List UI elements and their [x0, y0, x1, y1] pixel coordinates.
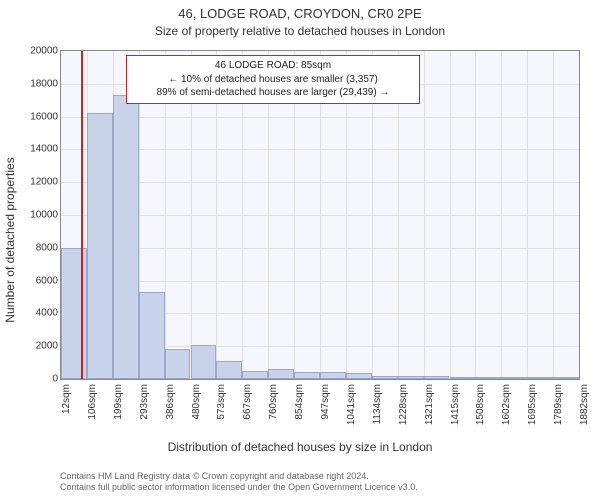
chart-title-line1: 46, LODGE ROAD, CROYDON, CR0 2PE: [0, 6, 600, 21]
y-tick-label: 12000: [18, 177, 58, 188]
x-tick-label: 480sqm: [191, 384, 202, 432]
annotation-line1: 46 LODGE ROAD: 85sqm: [133, 59, 413, 73]
histogram-bar: [320, 372, 346, 379]
y-axis-label: Number of detached properties: [3, 157, 17, 322]
y-tick-label: 6000: [18, 275, 58, 286]
y-tick-label: 20000: [18, 46, 58, 57]
attribution-text: Contains HM Land Registry data © Crown c…: [60, 471, 418, 494]
x-tick-label: 573sqm: [216, 384, 227, 432]
y-tick-label: 14000: [18, 144, 58, 155]
histogram-bar: [139, 292, 165, 379]
x-tick-label: 760sqm: [268, 384, 279, 432]
x-tick-label: 1041sqm: [346, 384, 357, 432]
x-tick-label: 1415sqm: [450, 384, 461, 432]
y-tick-label: 10000: [18, 210, 58, 221]
x-tick-label: 1228sqm: [398, 384, 409, 432]
x-tick-label: 106sqm: [87, 384, 98, 432]
histogram-bar: [553, 377, 579, 379]
histogram-bar: [191, 345, 217, 379]
x-tick-label: 199sqm: [113, 384, 124, 432]
histogram-bar: [424, 376, 450, 379]
histogram-bar: [398, 376, 424, 379]
chart-container: 46, LODGE ROAD, CROYDON, CR0 2PE Size of…: [0, 0, 600, 500]
y-tick-label: 16000: [18, 111, 58, 122]
histogram-bar: [372, 376, 398, 379]
x-tick-label: 1134sqm: [372, 384, 383, 432]
histogram-bar: [294, 372, 320, 379]
histogram-bar: [165, 349, 191, 379]
annotation-line2: ← 10% of detached houses are smaller (3,…: [133, 73, 413, 87]
attribution-line2: Contains full public sector information …: [60, 482, 418, 494]
y-tick-label: 2000: [18, 341, 58, 352]
histogram-bar: [527, 377, 553, 379]
x-axis-label: Distribution of detached houses by size …: [0, 440, 600, 454]
x-tick-label: 1508sqm: [475, 384, 486, 432]
x-tick-label: 386sqm: [165, 384, 176, 432]
x-tick-label: 1321sqm: [424, 384, 435, 432]
y-tick-label: 4000: [18, 308, 58, 319]
histogram-bar: [87, 113, 113, 379]
property-marker-line: [81, 51, 83, 379]
histogram-bar: [268, 369, 294, 379]
histogram-bar: [113, 95, 139, 379]
histogram-bar: [346, 373, 372, 379]
x-tick-label: 947sqm: [320, 384, 331, 432]
attribution-line1: Contains HM Land Registry data © Crown c…: [60, 471, 418, 483]
y-tick-label: 0: [18, 374, 58, 385]
histogram-bar: [475, 377, 501, 379]
annotation-line3: 89% of semi-detached houses are larger (…: [133, 86, 413, 100]
histogram-bar: [450, 377, 476, 379]
annotation-box: 46 LODGE ROAD: 85sqm ← 10% of detached h…: [126, 55, 420, 104]
x-tick-label: 1789sqm: [553, 384, 564, 432]
x-tick-label: 12sqm: [61, 384, 72, 432]
plot-area: 46 LODGE ROAD: 85sqm ← 10% of detached h…: [60, 50, 580, 380]
x-tick-label: 667sqm: [242, 384, 253, 432]
x-tick-label: 293sqm: [139, 384, 150, 432]
y-tick-label: 18000: [18, 78, 58, 89]
histogram-bar: [501, 377, 527, 379]
x-tick-label: 1602sqm: [501, 384, 512, 432]
chart-title-line2: Size of property relative to detached ho…: [0, 24, 600, 38]
x-tick-label: 1695sqm: [527, 384, 538, 432]
x-tick-label: 1882sqm: [579, 384, 590, 432]
histogram-bar: [242, 371, 268, 379]
histogram-bar: [216, 361, 242, 379]
y-tick-label: 8000: [18, 242, 58, 253]
x-tick-label: 854sqm: [294, 384, 305, 432]
